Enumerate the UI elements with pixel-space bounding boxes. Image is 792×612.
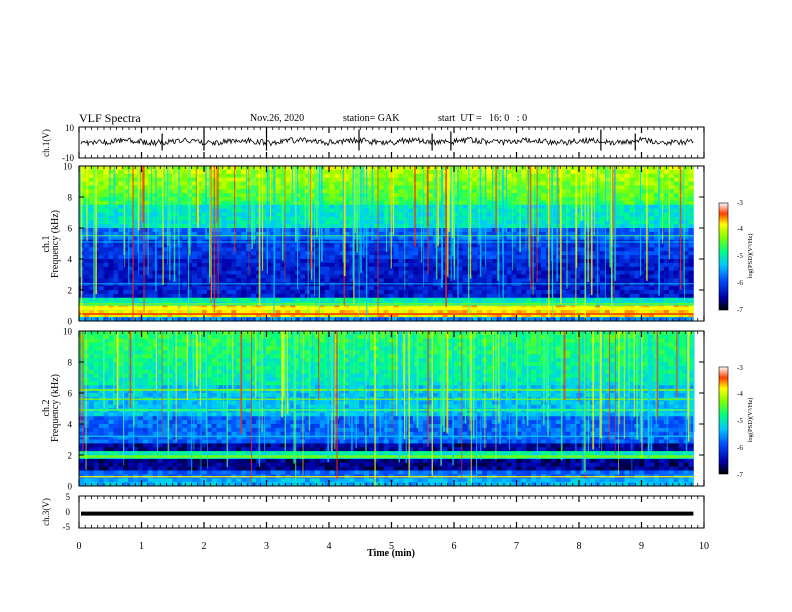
ch3-ytick-0: 0 [66,507,71,517]
ch2-colorbar: -3 -4 -5 -6 -7 log(PSD)(V²/Hz) [718,364,754,479]
ch2-colorbar-label: log(PSD)(V²/Hz) [747,398,754,443]
x-tick-label: 7 [514,541,519,552]
ch3-ytick-neg5: -5 [63,522,71,532]
ch2-spectrogram-image [79,331,704,487]
time-axis-ticks: 0 1 2 3 4 5 6 7 8 9 10 [77,127,709,552]
ch1-ylabel-line2: Frequency (kHz) [50,210,61,278]
ch1-colorbar-label: log(PSD)(V²/Hz) [747,234,754,279]
ytick-label: 4 [68,255,73,265]
x-axis-label: Time (min) [367,548,415,559]
x-tick-label: 10 [699,541,709,552]
ch1-cb-tick-7: -7 [737,306,743,314]
x-tick-label: 8 [577,541,582,552]
station-label: station= GAK [343,113,400,124]
ch2-ylabel-line2: Frequency (kHz) [50,374,61,442]
ch1-cb-tick-5: -5 [737,252,743,260]
ch2-cb-tick-3: -3 [737,364,743,372]
x-tick-label: 2 [202,541,207,552]
ytick-label: 8 [68,193,73,203]
ch2-cb-tick-4: -4 [737,390,743,398]
ytick-label: 10 [63,162,73,172]
x-tick-label: 9 [639,541,644,552]
ch3-waveform-line [81,511,694,516]
date-label: Nov.26, 2020 [250,113,305,124]
ch1-cb-tick-6: -6 [737,279,743,287]
x-tick-label: 5 [389,541,394,552]
ch2-ylabel-line1: ch.2 [41,400,52,417]
ch1-cb-tick-3: -3 [737,199,743,207]
ytick-label: 2 [68,286,73,296]
ch1-ytick-top: 10 [65,123,75,133]
ch3-ylabel: ch.3(V) [41,498,51,526]
ytick-label: 10 [63,327,73,337]
x-tick-label: 1 [139,541,144,552]
ch1-spectrogram-panel: 0 2 4 6 8 10 ch.1 Frequency (kHz) [41,162,705,327]
ytick-label: 4 [68,420,73,430]
ch1-waveform-line [80,136,694,148]
ytick-label: 2 [68,451,73,461]
ytick-label: 0 [68,317,73,327]
ch2-cb-tick-5: -5 [737,417,743,425]
ch1-waveform-spikes [161,129,636,151]
x-tick-label: 4 [327,541,332,552]
ch1-colorbar: -3 -4 -5 -6 -7 log(PSD)(V²/Hz) [718,199,754,314]
start-time-label: start UT = 16: 0 : 0 [438,113,528,124]
x-tick-label: 0 [77,541,82,552]
ytick-label: 6 [68,389,73,399]
ytick-label: 6 [68,224,73,234]
ch1-ytick-bottom: -10 [62,153,74,163]
x-tick-label: 6 [452,541,457,552]
figure-title: VLF Spectra [79,111,141,125]
ch1-cb-tick-4: -4 [737,225,743,233]
ytick-label: 8 [68,358,73,368]
ch3-ytick-5: 5 [66,492,71,502]
ch2-cb-tick-6: -6 [737,444,743,452]
ytick-label: 0 [68,482,73,492]
ch2-spectrogram-panel: 0 2 4 6 8 10 ch.2 Frequency (kHz) [41,327,705,492]
x-tick-label: 3 [264,541,269,552]
ch1-spectrogram-image [79,166,704,322]
ch1-ylabel-line1: ch.1 [41,236,52,253]
ch1-ylabel: ch.1(V) [41,129,51,157]
ch2-cb-tick-7: -7 [737,471,743,479]
